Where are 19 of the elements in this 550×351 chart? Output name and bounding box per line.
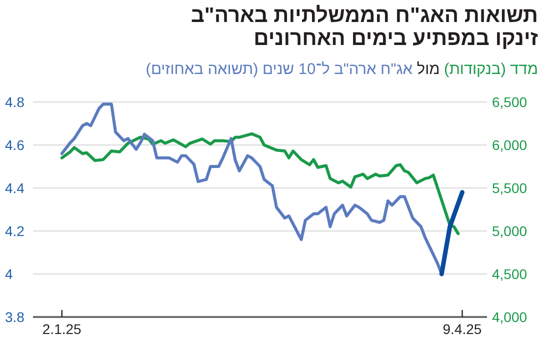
y2-tick-label: 6,500 bbox=[492, 94, 528, 110]
chart-title: תשואות האג"ח הממשלתיות בארה"ב זינקו במפתיע בימים האחרונים bbox=[190, 4, 538, 50]
y2-tick-label: 6,000 bbox=[492, 137, 528, 153]
text: אג"ח ארה"ב ל־10 שנים (תשואה באחוזים) bbox=[146, 61, 413, 78]
y-tick-label: 4.8 bbox=[5, 94, 25, 110]
y-tick-label: 4.2 bbox=[5, 223, 25, 239]
y2-tick-label: 5,000 bbox=[492, 223, 528, 239]
line-series bbox=[60, 132, 460, 236]
y-tick-label: 4.6 bbox=[5, 137, 25, 153]
y-tick-label: 3.8 bbox=[5, 309, 25, 325]
y-tick-label: 4.4 bbox=[5, 180, 25, 196]
chart-subtitle: מול bbox=[412, 61, 444, 78]
y2-tick-label: 4,500 bbox=[492, 266, 528, 282]
y-tick-label: 4 bbox=[5, 266, 13, 282]
x-tick-label: 2.1.25 bbox=[42, 321, 82, 337]
y2-tick-label: 5,500 bbox=[492, 180, 528, 196]
text: מדד (בנקודות) bbox=[444, 61, 538, 78]
x-tick-label: 9.4.25 bbox=[442, 321, 482, 337]
y2-tick-label: 4,000 bbox=[492, 309, 528, 325]
